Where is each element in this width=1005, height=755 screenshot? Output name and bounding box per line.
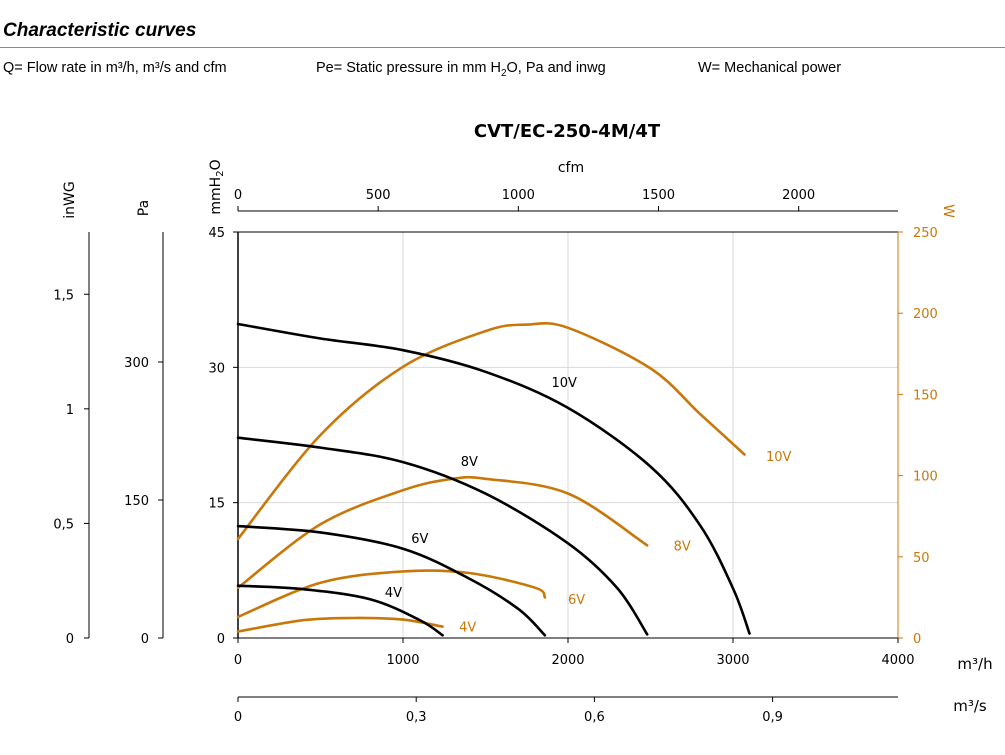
legend-flow-rate: Q= Flow rate in m³/h, m³/s and cfm	[3, 60, 227, 76]
m3h-tick-label: 0	[234, 653, 242, 668]
pressure-curve-label: 8V	[461, 455, 478, 470]
pressure-curve-label: 6V	[411, 532, 428, 547]
m3h-tick-label: 1000	[386, 653, 419, 668]
bottom-axis-label-m3h: m³/h	[957, 655, 992, 673]
pressure-curve-4v	[236, 584, 444, 637]
cfm-tick-label: 0	[234, 188, 242, 203]
mmh2o-tick-label: 15	[208, 497, 225, 512]
pa-tick-label: 0	[141, 632, 149, 647]
mmh2o-label-subscript: 2	[215, 170, 226, 176]
power-curve-label: 10V	[766, 450, 792, 465]
legend-pressure-text: Pe= Static pressure in mm H	[316, 60, 501, 76]
top-axis-label-cfm: cfm	[558, 160, 584, 176]
legend-pressure-subscript: 2	[500, 67, 507, 79]
pa-axis-label: Pa	[136, 200, 152, 216]
cfm-tick-label: 500	[366, 188, 391, 203]
title-divider	[0, 47, 1005, 48]
legend-pressure-tail: O, Pa and inwg	[506, 60, 606, 76]
inwg-tick-label: 1	[66, 403, 74, 418]
m3s-tick-label: 0,6	[584, 710, 605, 725]
watt-tick-label: 50	[913, 551, 930, 566]
inwg-axis-label: inWG	[62, 181, 78, 218]
inwg-tick-label: 0	[66, 632, 74, 647]
m3h-tick-label: 3000	[716, 653, 749, 668]
watt-tick-label: 250	[913, 226, 938, 241]
mmh2o-tick-label: 30	[208, 361, 225, 376]
watt-tick-label: 100	[913, 470, 938, 485]
power-curve-4v	[236, 616, 444, 633]
pressure-curve-6v	[236, 524, 547, 637]
power-curve-10v	[236, 321, 746, 541]
pa-tick-label: 300	[124, 356, 149, 371]
bottom-axis-label-m3s: m³/s	[953, 697, 987, 715]
m3s-tick-label: 0	[234, 710, 242, 725]
pa-tick-label: 150	[124, 494, 149, 509]
watt-tick-label: 200	[913, 307, 938, 322]
watt-axis-label: W	[940, 204, 956, 218]
mmh2o-tick-label: 45	[208, 226, 225, 241]
cfm-tick-label: 1000	[502, 188, 535, 203]
legend-mechanical-power: W= Mechanical power	[698, 60, 842, 76]
power-curve-label: 4V	[459, 621, 476, 636]
mmh2o-label-tail: O	[208, 159, 224, 170]
pressure-curve-8v	[236, 436, 649, 636]
power-curve-6v	[236, 569, 547, 619]
page-title: Characteristic curves	[3, 20, 197, 41]
watt-tick-label: 150	[913, 388, 938, 403]
mmh2o-label-main: mmH	[208, 177, 224, 215]
pressure-curve-10v	[236, 322, 751, 635]
power-curve-label: 6V	[568, 593, 585, 608]
cfm-tick-label: 1500	[642, 188, 675, 203]
inwg-tick-label: 1,5	[53, 288, 74, 303]
m3h-tick-label: 4000	[881, 653, 914, 668]
power-curve-label: 8V	[674, 539, 691, 554]
m3h-tick-label: 2000	[551, 653, 584, 668]
m3s-tick-label: 0,9	[762, 710, 783, 725]
chart-title: CVT/EC-250-4M/4T	[474, 121, 661, 142]
pressure-curve-label: 4V	[385, 586, 402, 601]
watt-tick-label: 0	[913, 632, 921, 647]
cfm-tick-label: 2000	[782, 188, 815, 203]
m3s-tick-label: 0,3	[406, 710, 427, 725]
mmh2o-tick-label: 0	[217, 632, 225, 647]
inwg-tick-label: 0,5	[53, 517, 74, 532]
legend-static-pressure: Pe= Static pressure in mm H2O, Pa and in…	[316, 60, 606, 79]
pressure-curve-label: 10V	[552, 376, 578, 391]
mmh2o-axis-label: mmH2O	[208, 159, 226, 214]
